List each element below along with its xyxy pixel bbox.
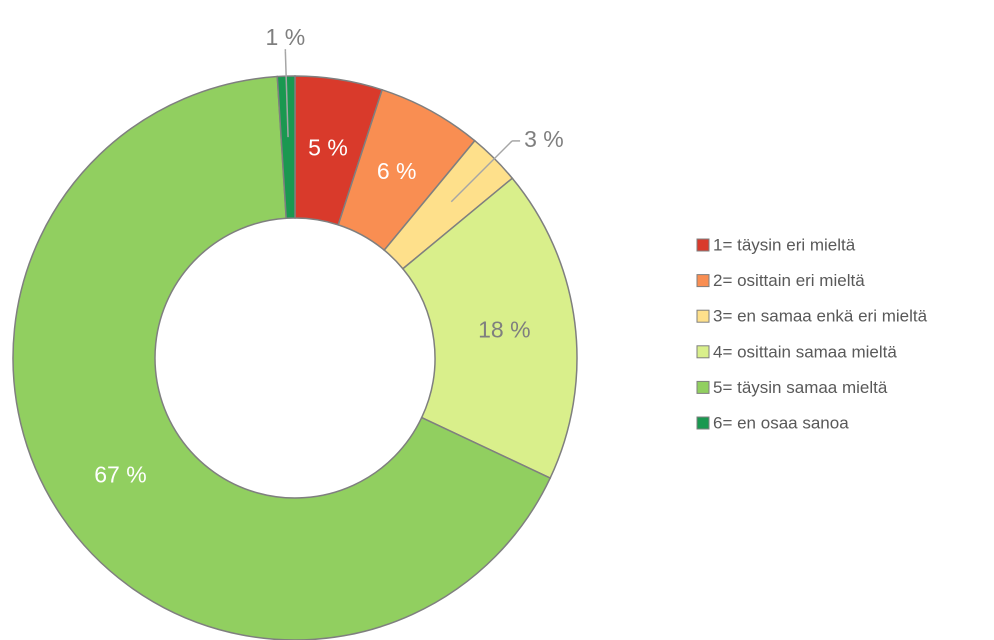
legend-label: 3= en samaa enkä eri mieltä [713, 307, 928, 326]
legend-swatch [696, 309, 710, 323]
legend-label: 1= täysin eri mieltä [713, 235, 856, 254]
data-label: 6 % [377, 158, 417, 184]
slice [276, 75, 296, 220]
slice [401, 177, 578, 480]
leader-line [450, 140, 513, 203]
legend-label: 2= osittain eri mieltä [713, 271, 865, 290]
legend-swatch [696, 238, 710, 252]
legend-label: 4= osittain samaa mieltä [713, 342, 897, 361]
legend-label: 5= täysin samaa mieltä [713, 378, 888, 397]
legend-label: 6= en osaa sanoa [713, 413, 849, 432]
legend-swatch [696, 416, 710, 430]
legend-swatch [696, 274, 710, 288]
legend-swatch [696, 345, 710, 359]
data-label: 3 % [524, 126, 564, 152]
data-label: 5 % [308, 135, 348, 161]
legend-swatch [696, 380, 710, 394]
data-label: 1 % [266, 24, 306, 50]
leader-line [284, 51, 289, 138]
data-label: 67 % [94, 462, 146, 488]
data-label: 18 % [478, 317, 530, 343]
slice [12, 75, 552, 640]
